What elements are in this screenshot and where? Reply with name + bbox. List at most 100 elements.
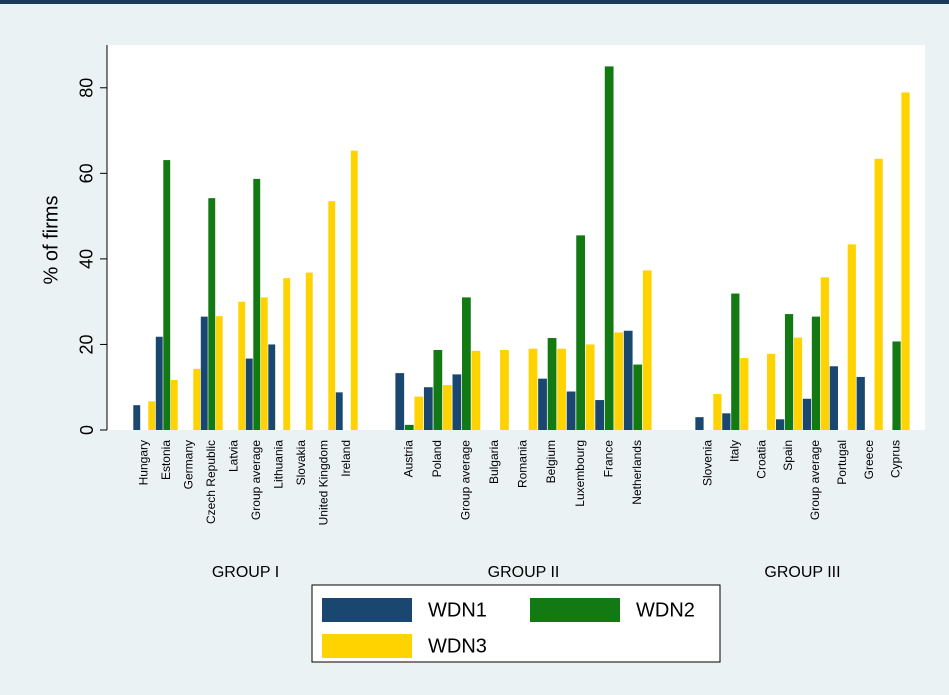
- bar: [811, 316, 821, 430]
- x-tick-label: Germany: [181, 440, 195, 489]
- x-tick-label: Hungary: [136, 440, 150, 485]
- bar: [528, 348, 538, 430]
- bar: [395, 373, 405, 430]
- bar: [731, 293, 740, 430]
- bar: [245, 358, 253, 430]
- bar: [847, 244, 856, 430]
- bar: [328, 201, 336, 430]
- legend-swatch: [322, 598, 412, 622]
- bar: [170, 379, 178, 430]
- bar: [793, 337, 803, 430]
- bar: [238, 301, 246, 430]
- bar: [585, 344, 595, 430]
- x-tick-label: Luxembourg: [573, 440, 587, 507]
- bar: [802, 398, 812, 430]
- bar: [200, 316, 208, 430]
- bar: [722, 413, 731, 430]
- bar: [283, 278, 291, 430]
- bar: [576, 235, 585, 430]
- legend-label: WDN1: [428, 599, 487, 621]
- bar: [253, 178, 261, 430]
- bar: [335, 392, 343, 430]
- bar: [623, 330, 633, 430]
- group-label: GROUP II: [488, 564, 560, 581]
- bar: [215, 316, 223, 430]
- bar: [784, 314, 794, 430]
- x-tick-label: Netherlands: [630, 440, 644, 505]
- x-tick-label: Group average: [808, 440, 822, 520]
- bar: [350, 150, 358, 430]
- bar: [547, 338, 557, 430]
- x-tick-label: Spain: [781, 440, 795, 471]
- bar: [500, 350, 509, 430]
- bar: [148, 401, 156, 430]
- x-tick-label: Group average: [459, 440, 473, 520]
- plot-area: [107, 45, 925, 430]
- y-tick-label: 80: [77, 78, 97, 98]
- x-tick-label: France: [601, 440, 615, 478]
- legend-label: WDN3: [428, 635, 487, 657]
- x-tick-label: Bulgaria: [487, 440, 501, 484]
- legend-swatch: [322, 634, 412, 658]
- bar: [471, 350, 481, 430]
- bar: [829, 366, 838, 430]
- bar: [462, 297, 471, 430]
- bar: [566, 391, 576, 430]
- x-tick-label: Lithuania: [271, 440, 285, 489]
- y-tick-label: 60: [77, 163, 97, 183]
- bar: [642, 270, 652, 430]
- x-tick-label: Latvia: [226, 440, 240, 472]
- x-tick-label: Romania: [516, 440, 530, 488]
- bar: [633, 364, 643, 430]
- bar: [604, 66, 614, 430]
- bar: [595, 400, 605, 430]
- bar: [208, 198, 216, 430]
- x-tick-label: Czech Republic: [204, 440, 218, 524]
- group-label: GROUP I: [212, 564, 279, 581]
- bar: [268, 344, 276, 430]
- x-tick-label: Austria: [401, 440, 415, 478]
- bar: [414, 396, 424, 430]
- x-tick-label: Croatia: [754, 440, 768, 479]
- bar: [404, 424, 414, 430]
- x-tick-label: Estonia: [159, 440, 173, 480]
- bar: [695, 417, 704, 430]
- bar: [775, 419, 785, 430]
- y-tick-label: 20: [77, 334, 97, 354]
- bar: [557, 348, 566, 430]
- bar: [423, 387, 433, 430]
- group-label: GROUP III: [764, 564, 840, 581]
- x-tick-label: Ireland: [339, 440, 353, 477]
- y-tick-label: 40: [77, 249, 97, 269]
- bar: [767, 353, 776, 430]
- bar: [155, 336, 163, 430]
- x-tick-label: Cyprus: [889, 440, 903, 478]
- bar: [820, 277, 830, 430]
- bar: [442, 385, 452, 430]
- bar: [433, 350, 443, 430]
- bar: [163, 160, 171, 431]
- bar: [614, 332, 624, 430]
- x-tick-label: Belgium: [544, 440, 558, 483]
- y-axis-title: % of firms: [40, 196, 62, 285]
- bar: [901, 92, 910, 430]
- x-tick-label: United Kingdom: [316, 440, 330, 525]
- legend-label: WDN2: [636, 599, 695, 621]
- bar: [713, 394, 722, 430]
- bar: [538, 378, 547, 430]
- bar: [856, 376, 865, 430]
- y-tick-label: 0: [77, 425, 97, 435]
- bar: [260, 297, 268, 430]
- x-tick-label: Greece: [862, 440, 876, 480]
- bar: [452, 374, 462, 430]
- bar: [193, 368, 201, 430]
- x-tick-label: Slovenia: [701, 440, 715, 486]
- x-tick-label: Slovakia: [294, 440, 308, 486]
- bar: [740, 358, 749, 430]
- top-bar: [0, 0, 949, 4]
- bar: [133, 405, 141, 430]
- x-tick-label: Portugal: [835, 440, 849, 485]
- x-tick-label: Italy: [727, 440, 741, 462]
- bar: [305, 272, 313, 430]
